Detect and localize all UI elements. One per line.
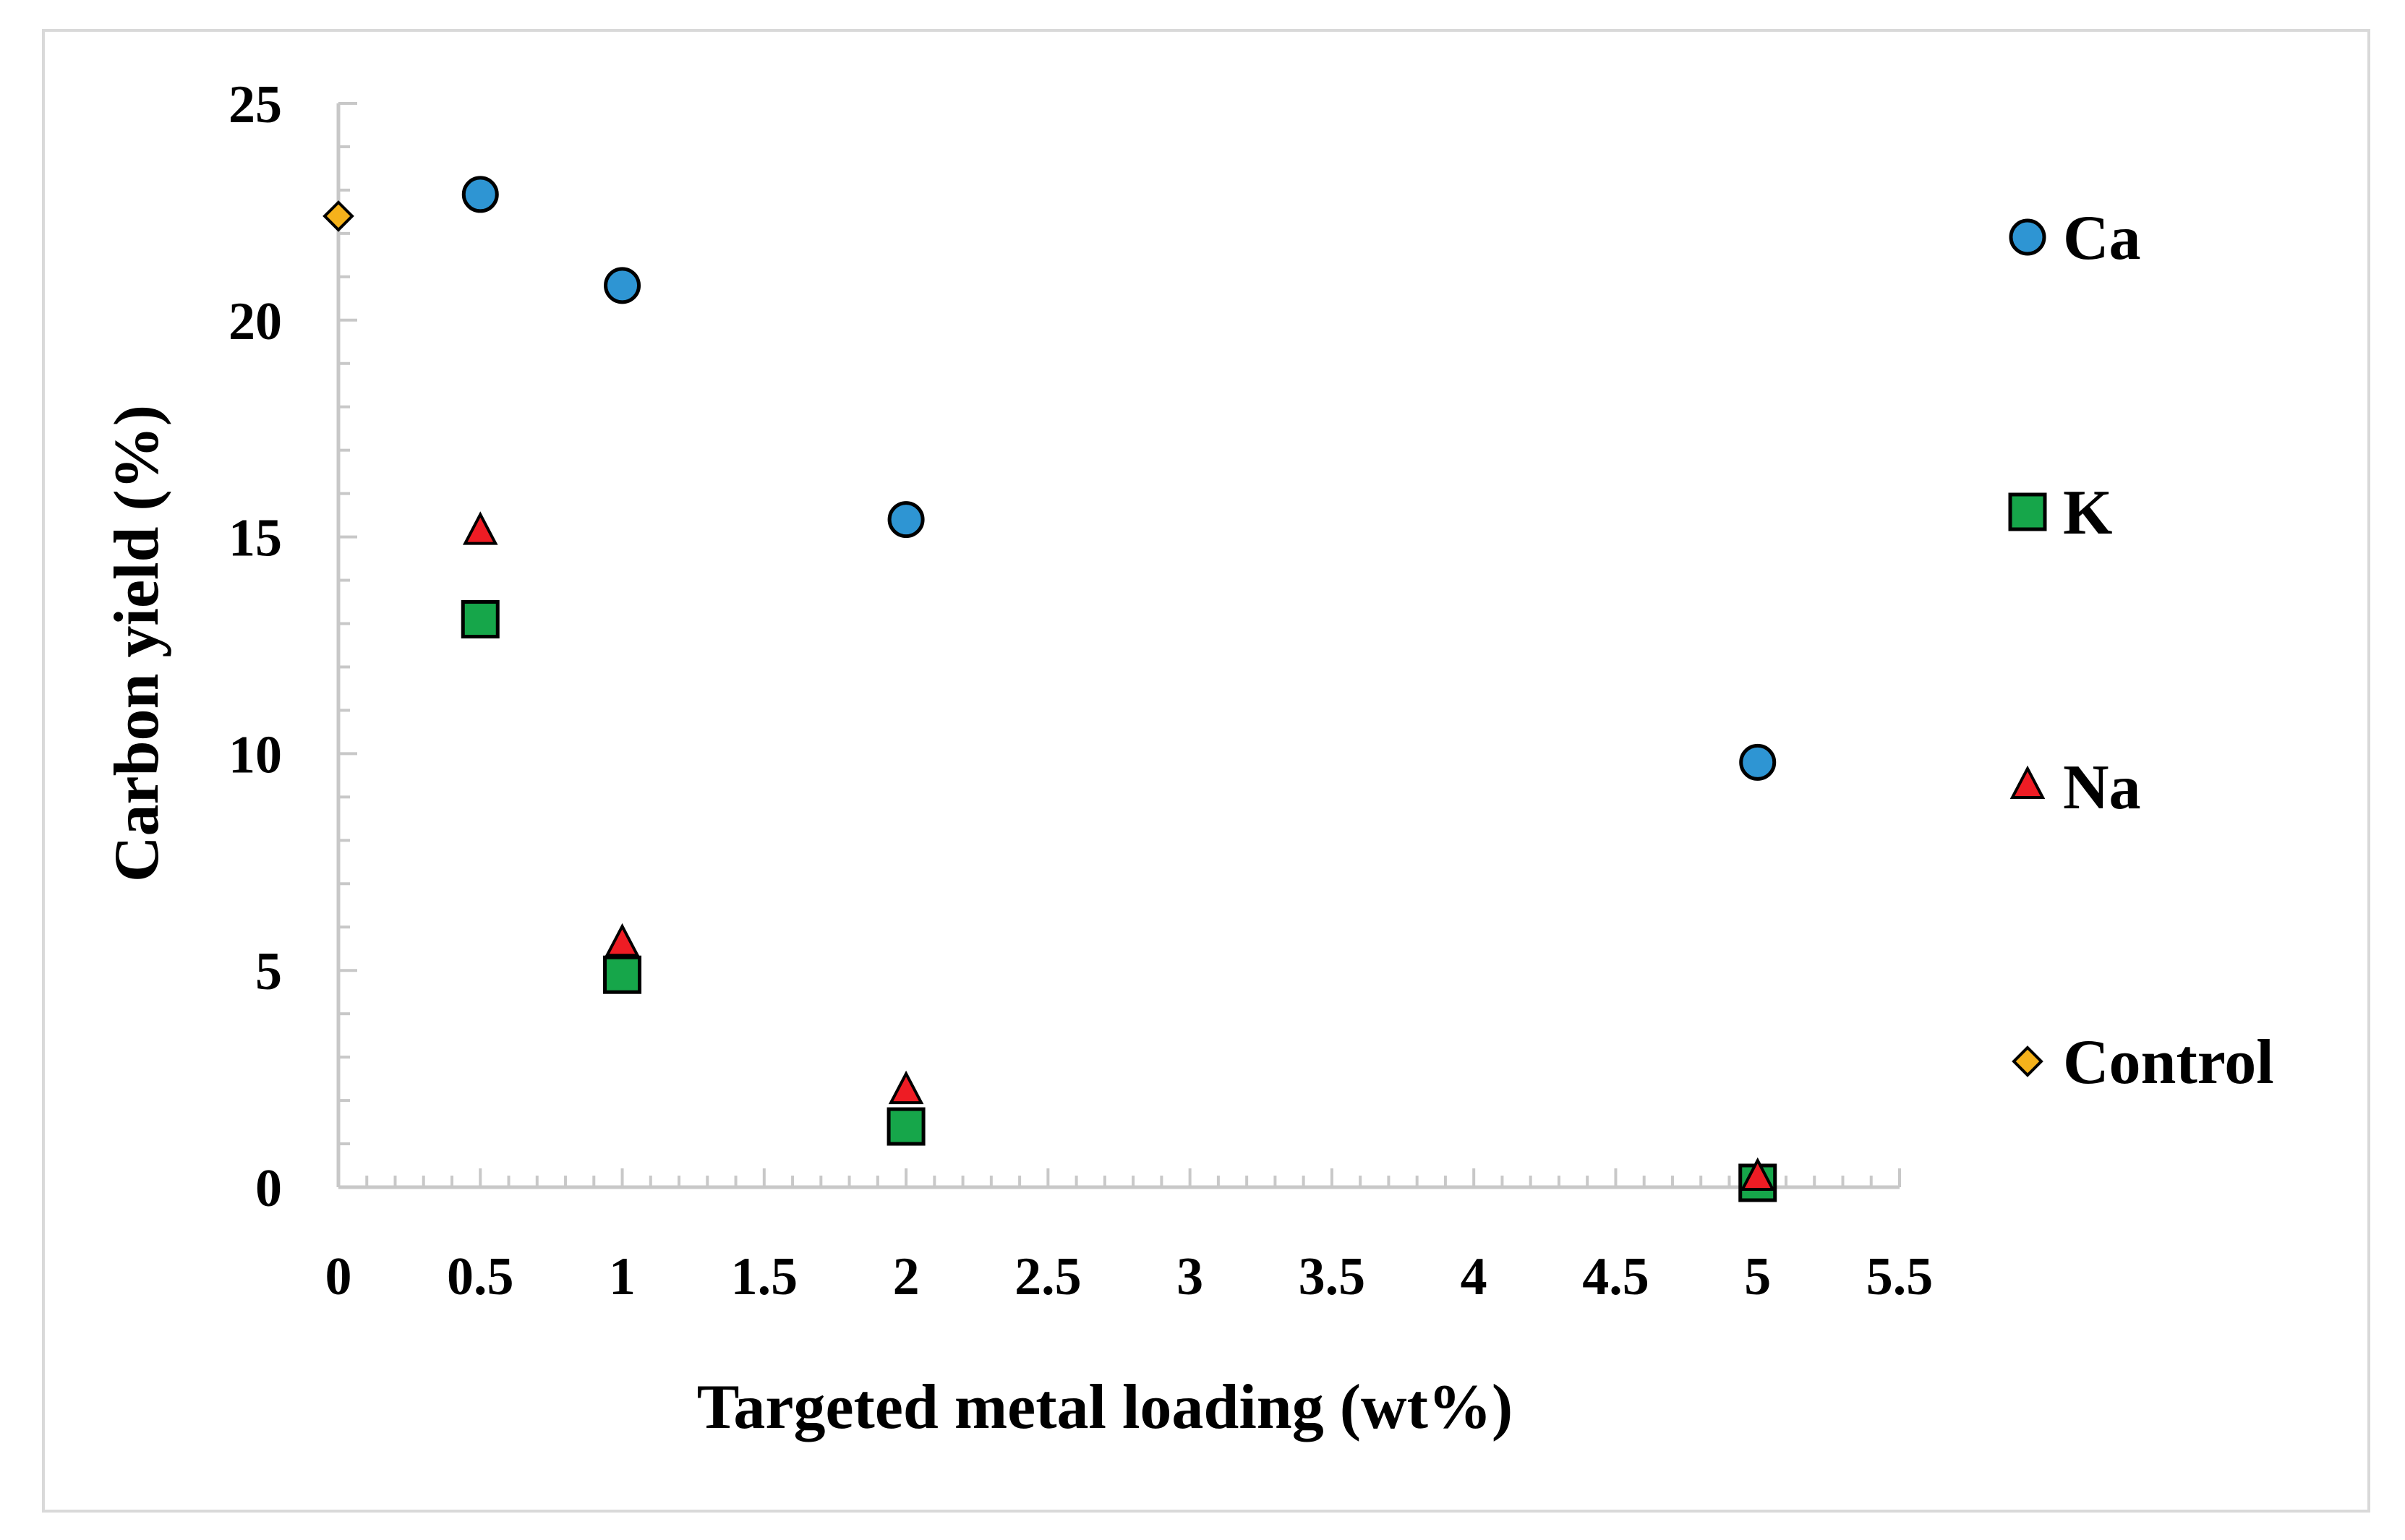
legend-ca-label: Ca [2063, 203, 2141, 273]
y-tick-label: 25 [228, 75, 282, 134]
na-data-point [605, 923, 640, 957]
x-tick-label: 1 [609, 1247, 636, 1306]
y-tick-label: 15 [228, 509, 282, 568]
y-tick-label: 0 [255, 1159, 282, 1218]
k-data-point [887, 1107, 926, 1146]
ca-data-point [604, 267, 641, 304]
ca-data-point [1739, 743, 1777, 781]
ca-data-point [461, 176, 499, 213]
ca-data-point [887, 501, 925, 539]
y-tick-label: 10 [228, 725, 282, 784]
data-marks [322, 176, 1777, 1202]
x-tick-label: 4 [1461, 1247, 1487, 1306]
na-data-point [1740, 1157, 1776, 1192]
k-data-point [603, 955, 642, 994]
control-data-point [322, 200, 354, 232]
x-tick-label: 1.5 [731, 1247, 798, 1306]
chart-frame [42, 29, 2370, 1513]
na-data-point [462, 511, 498, 545]
y-tick-label: 20 [228, 292, 282, 351]
x-tick-label: 2 [893, 1247, 920, 1306]
legend: Ca K Na Control [2008, 203, 2274, 1098]
legend-k-label: K [2063, 478, 2112, 548]
legend-control-marker [2012, 1045, 2043, 1077]
x-tick-label: 5 [1744, 1247, 1771, 1306]
x-tick-label: 0.5 [447, 1247, 514, 1306]
x-axis-title: Targeted metal loading (wt%) [697, 1372, 1513, 1442]
legend-ca-marker [2009, 218, 2046, 256]
legend-na-marker [2009, 765, 2046, 799]
x-tick-label: 0 [325, 1247, 352, 1306]
k-data-point [461, 600, 500, 639]
x-tick-label: 2.5 [1014, 1247, 1082, 1306]
x-tick-label: 5.5 [1866, 1247, 1934, 1306]
y-tick-label: 5 [255, 942, 282, 1001]
x-tick-label: 3 [1176, 1247, 1203, 1306]
legend-k-marker [2008, 492, 2047, 531]
axes: 0 5 10 15 20 25 0 0.5 1 1.5 2 2.5 3 3.5 4 4.5 5 5.5 [228, 75, 1933, 1306]
y-axis-title: Carbon yield (%) [102, 405, 172, 882]
legend-na-label: Na [2063, 753, 2141, 823]
legend-control-label: Control [2063, 1027, 2274, 1098]
x-tick-label: 4.5 [1582, 1247, 1649, 1306]
x-tick-label: 3.5 [1299, 1247, 1366, 1306]
na-data-point [888, 1070, 924, 1105]
